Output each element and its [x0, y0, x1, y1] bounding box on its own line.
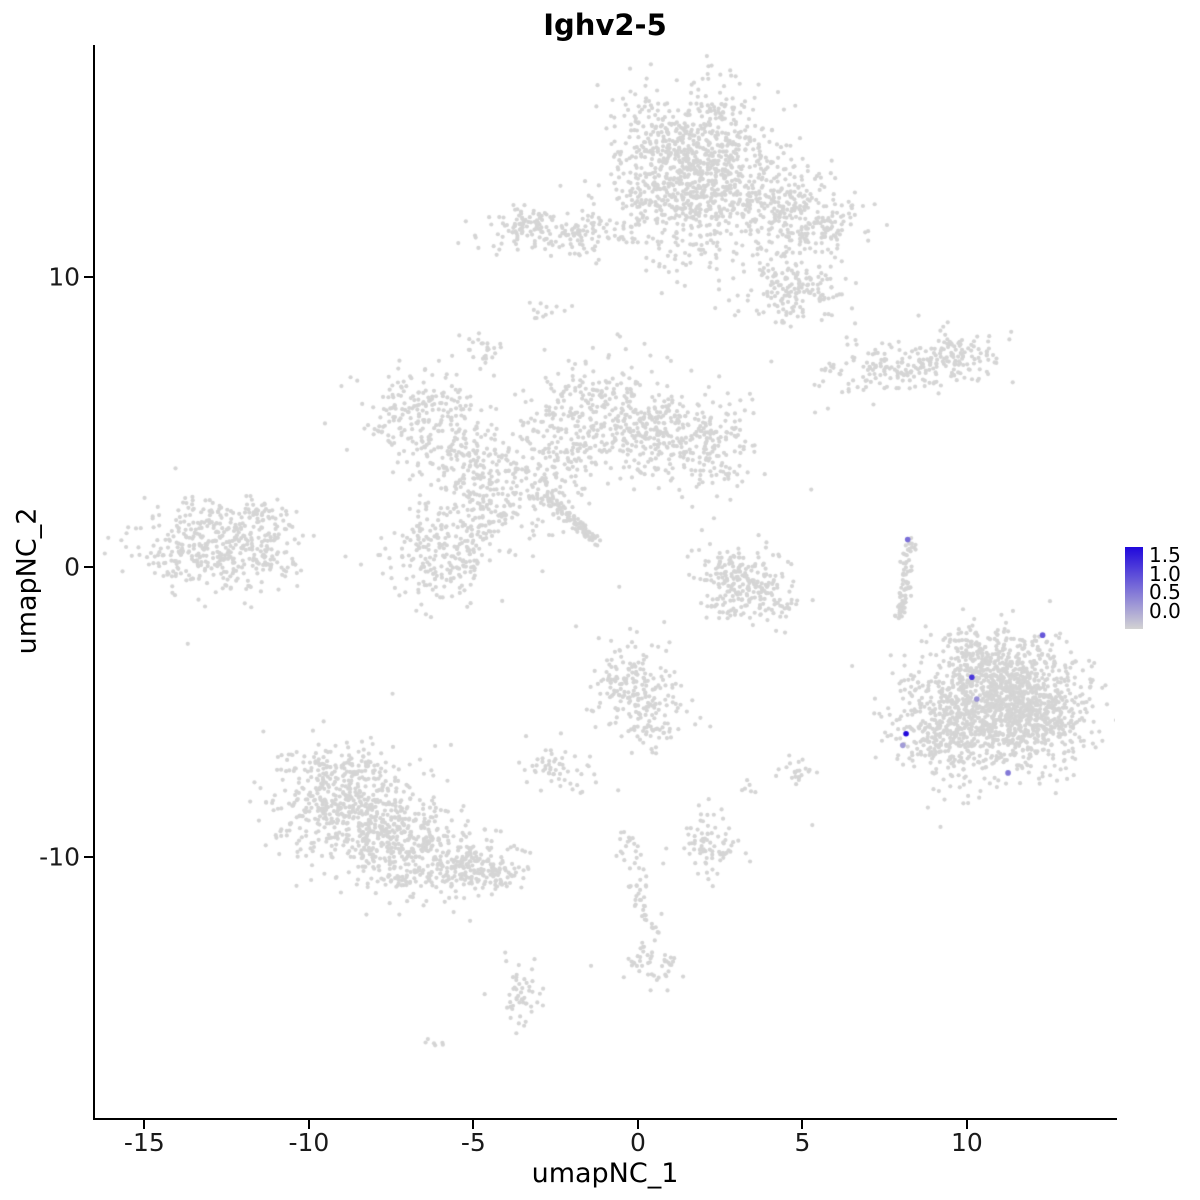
x-tick-label: -5 — [460, 1128, 486, 1157]
legend-tick-label: 0.0 — [1149, 598, 1181, 623]
y-tick-label: 10 — [48, 262, 80, 292]
x-axis-line — [93, 1118, 1117, 1120]
x-tick-mark — [143, 1120, 146, 1129]
x-tick-mark — [472, 1120, 475, 1129]
x-tick-mark — [965, 1120, 968, 1129]
y-tick-label: -10 — [39, 842, 80, 872]
y-tick-mark — [84, 856, 93, 858]
x-tick-label: -15 — [123, 1128, 165, 1157]
y-axis-line — [93, 45, 95, 1120]
x-tick-mark — [307, 1120, 310, 1129]
legend-tick-label: 1.0 — [1149, 561, 1181, 586]
x-tick-mark — [801, 1120, 804, 1129]
y-tick-mark — [84, 566, 93, 568]
y-tick-label: 0 — [64, 552, 80, 582]
plot-title: Ighv2-5 — [543, 8, 667, 42]
legend-colorbar — [1125, 547, 1143, 629]
y-tick-mark — [84, 276, 93, 278]
x-tick-label: 5 — [794, 1128, 811, 1157]
x-tick-mark — [636, 1120, 639, 1129]
x-tick-label: 0 — [629, 1128, 646, 1157]
legend-tick-label: 0.5 — [1149, 580, 1181, 604]
x-tick-label: 10 — [951, 1128, 983, 1157]
x-axis-label: umapNC_1 — [531, 1158, 679, 1189]
legend-tick-label: 1.5 — [1149, 543, 1181, 567]
x-tick-label: -10 — [288, 1128, 330, 1157]
umap-scatter-canvas — [95, 45, 1115, 1118]
